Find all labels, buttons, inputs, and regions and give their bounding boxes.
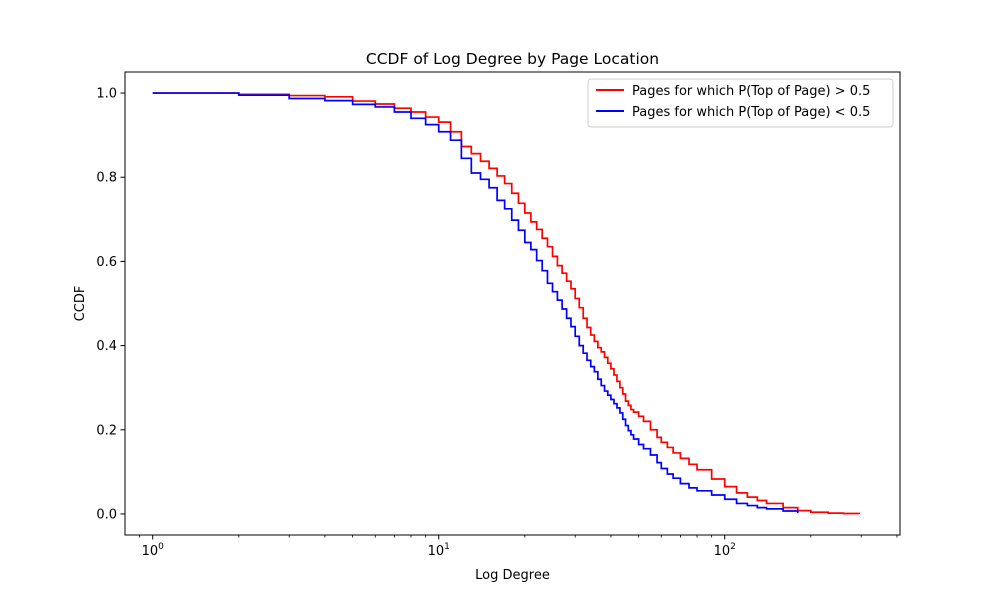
legend-label-bottom: Pages for which P(Top of Page) < 0.5 (632, 105, 870, 120)
x-tick-label: 101 (428, 542, 450, 559)
legend: Pages for which P(Top of Page) > 0.5 Pag… (587, 78, 894, 128)
series-line-top-of-page-above-half (152, 92, 860, 515)
y-tick-label: 0.0 (96, 507, 117, 522)
plot-area (152, 92, 860, 515)
legend-box (587, 78, 894, 128)
y-tick-label: 0.2 (96, 423, 117, 438)
y-tick-label: 1.0 (96, 87, 117, 102)
legend-label-top: Pages for which P(Top of Page) > 0.5 (632, 84, 870, 99)
x-tick-label: 102 (714, 542, 736, 559)
x-axis-label: Log Degree (475, 568, 550, 583)
chart-title: CCDF of Log Degree by Page Location (366, 50, 659, 68)
y-axis: 0.0 0.2 0.4 0.6 0.8 1.0 (96, 87, 125, 522)
y-axis-label: CCDF (73, 286, 88, 322)
series-line-top-of-page-below-half (152, 92, 799, 514)
axes-frame (124, 71, 901, 536)
y-tick-label: 0.4 (96, 339, 117, 354)
y-tick-label: 0.6 (96, 255, 117, 270)
y-tick-label: 0.8 (96, 171, 117, 186)
x-axis: 100 101 102 (139, 535, 898, 559)
x-tick-label: 100 (142, 542, 165, 559)
